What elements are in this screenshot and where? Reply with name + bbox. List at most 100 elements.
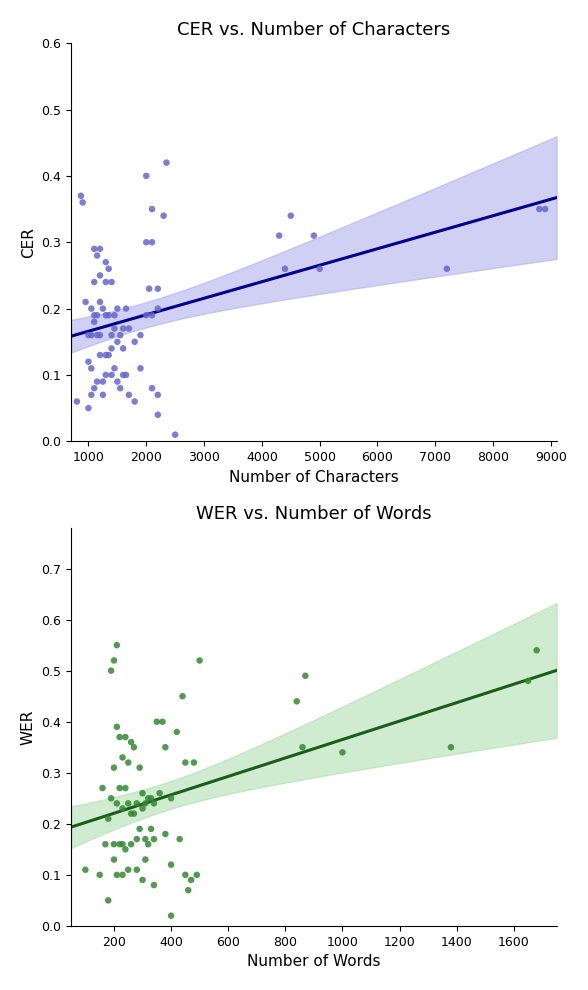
Point [523,673,533,689]
Point [132,862,142,878]
Point [112,867,122,883]
Point [298,740,307,755]
Point [300,668,310,684]
Point [95,267,105,283]
Point [286,208,295,224]
Point [129,740,139,755]
Point [146,821,156,837]
Point [149,795,159,811]
Point [110,321,119,337]
Point [109,851,119,867]
Point [104,260,113,276]
Point [141,832,150,847]
Point [153,407,162,423]
Point [112,719,122,735]
Y-axis label: CER: CER [21,227,36,257]
Point [109,759,119,775]
Point [106,790,116,806]
Point [172,724,182,740]
Point [107,274,116,290]
Point [113,334,122,349]
Y-axis label: WER: WER [21,709,36,744]
Point [138,801,147,817]
Point [195,652,205,668]
Point [118,341,128,356]
Point [181,754,190,770]
Point [110,307,119,323]
Point [92,373,102,389]
Point [132,832,142,847]
Point [130,394,139,410]
Point [186,872,196,888]
Point [446,740,456,755]
Point [126,735,136,750]
Point [103,892,113,908]
Point [83,400,93,416]
Title: CER vs. Number of Characters: CER vs. Number of Characters [177,21,450,39]
Point [171,427,180,443]
Point [142,307,151,323]
Point [112,795,122,811]
Point [110,360,119,376]
Point [280,260,290,276]
Point [145,281,154,297]
Point [101,307,111,323]
Point [81,862,90,878]
Point [115,780,125,796]
Point [121,301,131,317]
Point [138,785,147,801]
Point [107,328,116,344]
Point [106,662,116,678]
Point [101,367,111,383]
Point [107,367,116,383]
Point [309,228,319,244]
Point [123,754,133,770]
Point [143,790,153,806]
Point [112,638,122,653]
Point [86,387,96,403]
Point [98,301,108,317]
Point [118,801,127,817]
Point [95,867,105,883]
Point [89,241,99,256]
Point [118,837,127,852]
Point [155,785,165,801]
Point [101,347,111,363]
Point [124,321,133,337]
Point [115,380,125,396]
Point [109,652,119,668]
Point [152,714,162,730]
Point [338,744,347,760]
Point [141,851,150,867]
Point [142,168,151,184]
Point [115,729,125,744]
Point [138,872,147,888]
Point [95,347,105,363]
Point [136,328,145,344]
Point [132,795,142,811]
Point [115,837,125,852]
Point [123,795,133,811]
Point [95,241,105,256]
Point [148,380,157,396]
Point [83,353,93,369]
Point [81,294,91,310]
Point [141,795,150,811]
Point [92,248,102,263]
Point [162,154,171,170]
Point [161,826,170,842]
Point [166,856,176,872]
Point [540,201,550,217]
Point [118,867,127,883]
Point [175,832,185,847]
Point [534,201,544,217]
Point [98,780,107,796]
Point [153,281,162,297]
Point [178,688,187,704]
Point [86,328,96,344]
Point [136,360,145,376]
Point [104,307,113,323]
Point [103,811,113,827]
Point [113,301,122,317]
Point [98,387,108,403]
